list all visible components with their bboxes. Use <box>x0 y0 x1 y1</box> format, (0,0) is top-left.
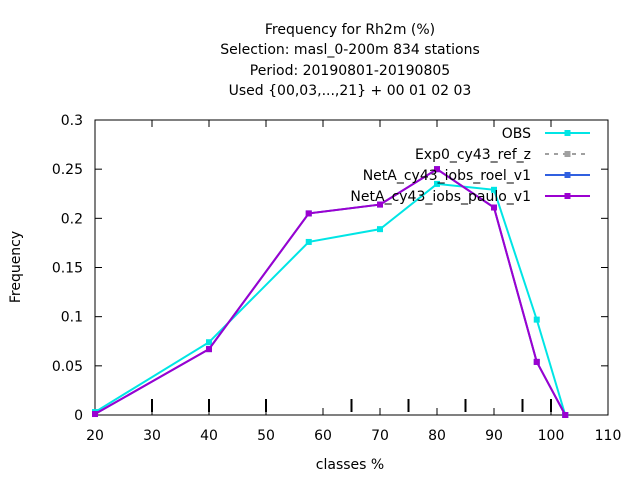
x-tick-label: 100 <box>538 428 565 444</box>
y-tick-label: 0.05 <box>52 359 83 375</box>
x-tick-label: 70 <box>371 428 389 444</box>
y-tick-label: 0.3 <box>61 113 83 129</box>
series-line <box>94 167 567 416</box>
x-tick-label: 110 <box>595 428 622 444</box>
y-tick-label: 0.15 <box>52 261 83 277</box>
y-axis-label: Frequency <box>8 231 24 303</box>
y-tick-label: 0.2 <box>61 211 83 227</box>
chart-title: Frequency for Rh2m (%) Selection: masl_0… <box>220 22 480 99</box>
data-point <box>562 412 569 418</box>
legend-marker <box>564 193 571 199</box>
data-point <box>491 186 497 193</box>
series-line <box>94 182 567 416</box>
series-layer <box>92 166 569 418</box>
data-point <box>434 180 440 187</box>
legend: OBS Exp0_cy43_ref_z NetA_cy43_iobs_roel_v1… <box>350 126 590 205</box>
data-point <box>206 346 212 353</box>
series-3 <box>92 166 569 418</box>
y-tick-label: 0.25 <box>52 162 83 178</box>
x-tick-label: 60 <box>314 428 332 444</box>
title-line-1: Frequency for Rh2m (%) <box>265 22 435 38</box>
x-tick-label: 40 <box>200 428 218 444</box>
title-line-3: Period: 20190801-20190805 <box>250 63 450 79</box>
title-line-2: Selection: masl_0-200m 834 stations <box>220 42 480 58</box>
x-tick-label: 50 <box>257 428 275 444</box>
x-tick-label: 90 <box>485 428 503 444</box>
y-tick-label: 0.1 <box>61 310 83 326</box>
y-tick-label: 0 <box>74 408 83 424</box>
data-point <box>377 201 383 208</box>
data-point <box>434 166 440 173</box>
data-point <box>533 358 540 365</box>
data-point <box>533 316 540 323</box>
title-line-4: Used {00,03,...,21} + 00 01 02 03 <box>229 83 472 99</box>
x-tick-label: 30 <box>143 428 161 444</box>
legend-label: NetA_cy43_iobs_roel_v1 <box>363 168 531 184</box>
legend-label: OBS <box>502 126 531 142</box>
legend-label: Exp0_cy43_ref_z <box>415 147 531 163</box>
legend-label: NetA_cy43_iobs_paulo_v1 <box>350 189 531 205</box>
data-point <box>377 226 383 233</box>
legend-marker <box>564 130 571 136</box>
legend-marker <box>564 151 571 157</box>
axes: 20 30 40 50 60 70 80 90 100 110 0 0.05 0.1 0.15 0.2 0.2… <box>52 113 622 444</box>
data-point <box>206 339 212 346</box>
data-point <box>305 210 312 217</box>
x-tick-label: 20 <box>86 428 104 444</box>
data-point <box>491 204 497 211</box>
data-point <box>305 238 312 245</box>
x-tick-label: 80 <box>428 428 446 444</box>
x-axis-label: classes % <box>316 457 384 473</box>
legend-marker <box>564 172 571 178</box>
data-point <box>92 411 98 418</box>
